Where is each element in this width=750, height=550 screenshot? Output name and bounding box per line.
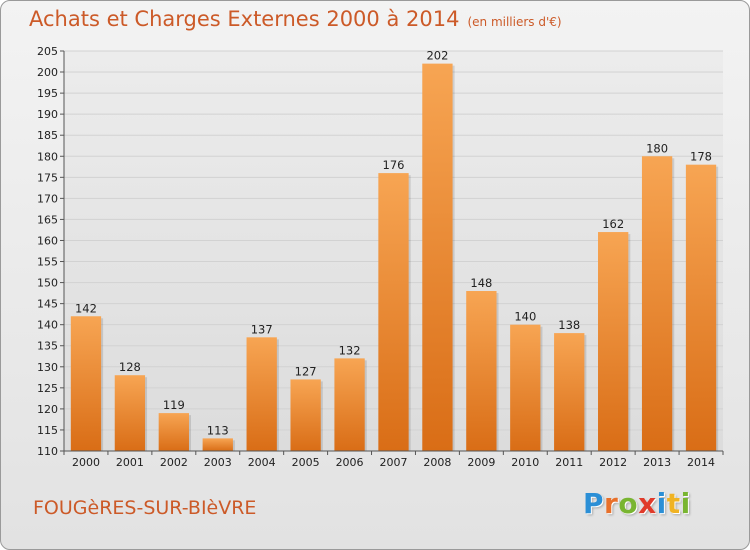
bars [70, 63, 719, 451]
x-tick-label: 2014 [687, 456, 715, 469]
x-tick-label: 2013 [643, 456, 671, 469]
value-label: 162 [602, 217, 624, 231]
bar [70, 316, 102, 451]
value-label: 140 [514, 310, 536, 324]
x-axis-ticks: 2000 2001 2002 2003 2004 2005 2006 2007 2008 2009… [63, 451, 724, 469]
logo-letter: i [656, 487, 667, 520]
x-tick-label: 2002 [160, 456, 188, 469]
value-label: 132 [339, 343, 361, 357]
y-tick-label: 140 [37, 319, 58, 332]
x-tick-label: 2007 [380, 456, 408, 469]
bar [334, 358, 365, 451]
y-tick-label: 110 [37, 445, 58, 458]
x-tick-label: 2005 [292, 456, 320, 469]
value-labels: 142 128 119 113 137 127 132 176 202 148 140 138 162 1… [75, 49, 712, 438]
chart-unit-label: (en milliers d'€) [467, 15, 562, 29]
bar [422, 63, 453, 451]
x-tick-label: 2000 [72, 456, 100, 469]
y-tick-label: 145 [37, 298, 58, 311]
x-tick-label: 2010 [511, 456, 539, 469]
value-label: 142 [75, 301, 97, 315]
y-tick-label: 160 [37, 234, 58, 247]
logo-letter: o [618, 487, 639, 520]
bar [114, 375, 146, 451]
y-tick-label: 155 [37, 256, 58, 269]
axes [63, 51, 723, 452]
logo-letter: P [583, 487, 605, 520]
chart-title: Achats et Charges Externes 2000 à 2014 (e… [29, 7, 562, 31]
value-label: 178 [690, 150, 712, 164]
value-label: 127 [295, 364, 317, 378]
x-tick-label: 2008 [423, 456, 451, 469]
y-tick-label: 190 [37, 108, 58, 121]
bar [202, 438, 233, 451]
y-tick-label: 200 [37, 66, 58, 79]
x-tick-label: 2004 [248, 456, 276, 469]
y-tick-label: 180 [37, 150, 58, 163]
y-tick-label: 185 [37, 129, 58, 142]
y-tick-label: 130 [37, 361, 58, 374]
y-axis-ticks: 110 115 120 125 130 135 140 145 150 155 160 165 170 1… [37, 45, 64, 458]
y-tick-label: 165 [37, 213, 58, 226]
value-label: 202 [426, 49, 448, 63]
x-tick-label: 2011 [555, 456, 583, 469]
x-tick-label: 2003 [204, 456, 232, 469]
logo-letter: x [638, 487, 657, 520]
city-name: FOUGèRES-SUR-BIèVRE [33, 497, 257, 519]
chart-title-text: Achats et Charges Externes 2000 à 2014 [29, 7, 460, 31]
x-tick-label: 2012 [599, 456, 627, 469]
bar [158, 413, 189, 451]
y-tick-label: 150 [37, 277, 58, 290]
value-label: 119 [163, 398, 185, 412]
y-tick-label: 115 [37, 424, 58, 437]
x-tick-label: 2006 [336, 456, 364, 469]
bar [598, 232, 629, 451]
value-label: 113 [207, 423, 229, 437]
y-tick-label: 125 [37, 382, 58, 395]
bar [510, 324, 541, 451]
value-label: 148 [470, 276, 492, 290]
value-label: 138 [558, 318, 580, 332]
logo-letter: t [666, 487, 681, 520]
value-label: 128 [119, 360, 141, 374]
bar [685, 164, 717, 451]
y-tick-label: 170 [37, 192, 58, 205]
value-label: 176 [383, 158, 405, 172]
y-tick-label: 120 [37, 403, 58, 416]
bar [554, 333, 585, 451]
logo-letter: r [604, 487, 619, 520]
bar [246, 337, 277, 451]
y-tick-label: 205 [37, 45, 58, 58]
x-tick-label: 2001 [116, 456, 144, 469]
y-tick-label: 175 [37, 171, 58, 184]
x-tick-label: 2009 [467, 456, 495, 469]
bar [378, 173, 409, 451]
y-tick-label: 195 [37, 87, 58, 100]
bar [641, 156, 673, 451]
proxiti-logo[interactable]: Proxiti [583, 487, 691, 520]
value-label: 180 [646, 141, 668, 155]
y-tick-label: 135 [37, 340, 58, 353]
value-label: 137 [251, 322, 273, 336]
bar [466, 291, 497, 451]
bar [290, 379, 321, 451]
logo-letter: i [680, 487, 691, 520]
